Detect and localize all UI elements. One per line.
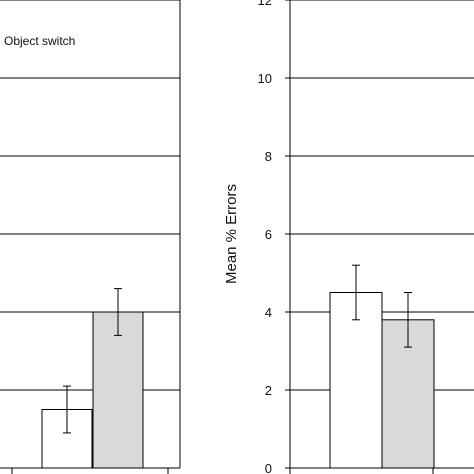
y-tick-label: 10 [258,71,272,86]
bar [329,292,383,469]
right-panel: 0 2 4 6 8 10 12 [258,0,474,474]
legend-object-switch: Object switch [4,34,75,48]
y-tick-label: 8 [265,149,272,164]
y-tick-label: 12 [258,0,272,8]
y-tick-label: 0 [265,461,272,474]
y-axis-title: Mean % Errors [223,184,240,284]
y-tick-label: 6 [265,227,272,242]
y-tick-label: 2 [265,383,272,398]
left-panel [0,0,181,474]
y-tick-label: 4 [265,305,272,320]
